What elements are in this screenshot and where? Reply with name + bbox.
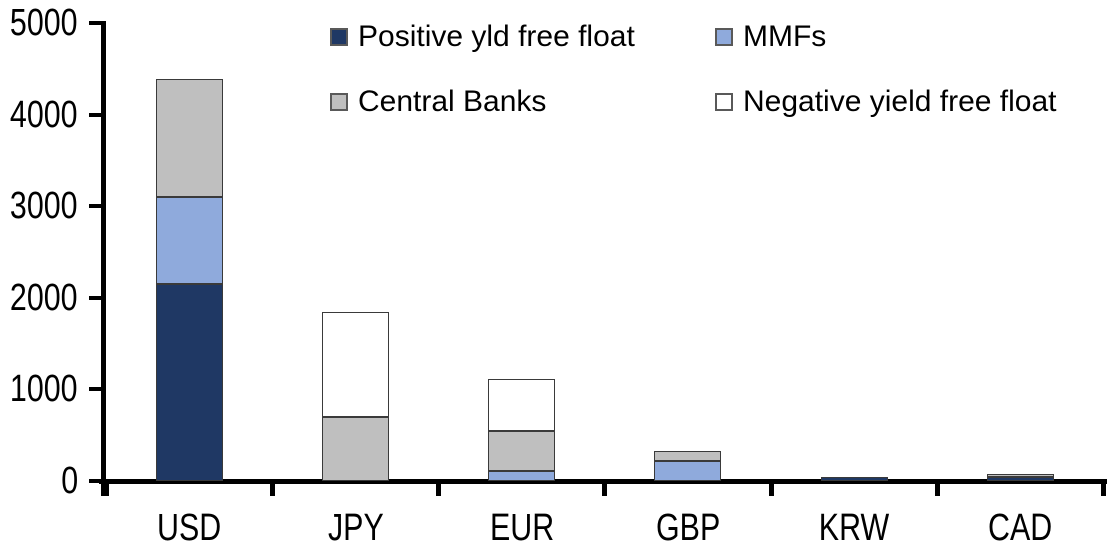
y-axis-tick-label-text: 4000 (10, 93, 78, 136)
x-axis-label-krw: KRW (779, 509, 929, 547)
x-axis-label-text: KRW (818, 507, 890, 549)
x-axis-label-text: GBP (655, 507, 720, 549)
bar-segment-central-banks-eur (488, 430, 556, 471)
legend-swatch-mmfs (715, 28, 733, 46)
legend-label: Positive yld free float (358, 20, 635, 53)
legend-label: Negative yield free float (743, 85, 1057, 118)
legend-label: Central Banks (358, 85, 547, 118)
y-axis-tick (89, 479, 106, 483)
bar-segment-central-banks-usd (155, 78, 223, 198)
y-axis-tick-label: 3000 (0, 187, 78, 225)
legend-label: MMFs (743, 20, 827, 53)
x-axis-tick (1101, 481, 1106, 496)
legend-swatch-negative-yield-free-float (715, 93, 733, 111)
y-axis-tick-label-text: 2000 (10, 276, 78, 319)
y-axis-tick-label-text: 1000 (10, 368, 78, 411)
x-axis-tick (103, 481, 109, 496)
y-axis-line (101, 23, 106, 496)
x-axis-tick (602, 481, 608, 496)
x-axis-tick (934, 481, 940, 496)
x-axis-label-cad: CAD (945, 509, 1095, 547)
x-axis-tick (768, 481, 774, 496)
x-axis-label-gbp: GBP (613, 509, 763, 547)
y-axis-tick (89, 204, 106, 209)
legend-swatch-positive-yld-free-float (330, 28, 348, 46)
y-axis-tick (89, 21, 106, 25)
y-axis-tick-label: 2000 (0, 279, 78, 317)
y-axis-tick-label: 0 (0, 462, 78, 500)
x-axis-label-text: CAD (988, 507, 1053, 549)
x-axis-label-text: USD (157, 507, 222, 549)
x-axis-label-eur: EUR (447, 509, 597, 547)
legend-item-mmfs: MMFs (715, 19, 826, 55)
bar-segment-central-banks-jpy (321, 416, 389, 481)
legend-swatch-central-banks (330, 93, 348, 111)
bar-segment-mmfs-gbp (654, 460, 722, 481)
y-axis-tick-label-text: 5000 (10, 2, 78, 44)
bar-segment-mmfs-eur (488, 470, 556, 481)
bar-segment-central-banks-cad (986, 473, 1054, 477)
x-axis-tick (269, 481, 275, 496)
x-axis-label-text: JPY (327, 507, 384, 549)
y-axis-tick-label: 1000 (0, 370, 78, 408)
y-axis-tick (89, 112, 106, 117)
y-axis-tick-label: 5000 (0, 4, 78, 42)
legend-item-central-banks: Central Banks (330, 84, 546, 120)
y-axis-tick-label-text: 0 (61, 460, 78, 502)
x-axis-tick (436, 481, 441, 496)
legend-item-positive-yld-free-float: Positive yld free float (330, 19, 635, 55)
x-axis-label-text: EUR (489, 507, 554, 549)
bar-segment-positive-yld-free-float-krw (820, 476, 888, 481)
x-axis-label-jpy: JPY (280, 509, 430, 547)
x-axis-label-usd: USD (114, 509, 264, 547)
legend-item-negative-yield-free-float: Negative yield free float (715, 84, 1057, 120)
bar-segment-negative-yield-free-float-eur (488, 379, 556, 431)
y-axis-tick-label: 4000 (0, 96, 78, 134)
y-axis-tick-label-text: 3000 (10, 185, 78, 228)
y-axis-tick (89, 295, 106, 300)
bar-segment-positive-yld-free-float-usd (155, 284, 223, 481)
bar-segment-negative-yield-free-float-jpy (321, 312, 389, 417)
bar-segment-mmfs-usd (155, 197, 223, 285)
bar-segment-central-banks-gbp (654, 450, 722, 461)
bar-segment-positive-yld-free-float-cad (986, 476, 1054, 481)
y-axis-tick (89, 387, 106, 392)
